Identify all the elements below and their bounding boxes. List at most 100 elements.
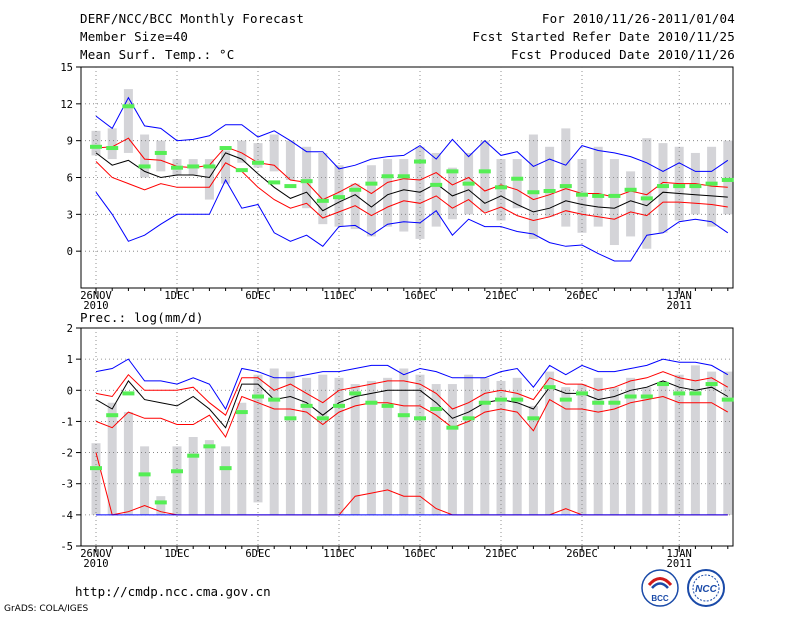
temp-xtick-label: 1DEC xyxy=(164,290,189,302)
prec-box xyxy=(480,377,490,515)
prec-mean-marker xyxy=(187,453,200,458)
prec-ytick-label: -2 xyxy=(60,448,73,460)
prec-series-median xyxy=(95,380,729,429)
prec-box xyxy=(107,402,117,515)
temp-ytick-label: 0 xyxy=(67,246,73,258)
prec-box xyxy=(383,377,393,515)
temp-mean-marker xyxy=(689,184,702,189)
temp-mean-marker xyxy=(640,196,653,201)
temp-mean-marker xyxy=(721,177,734,182)
prec-frame xyxy=(80,327,734,547)
chart-title: DERF/NCC/BCC Monthly Forecast xyxy=(80,11,305,26)
temp-mean-marker xyxy=(284,184,297,189)
prec-mean-marker xyxy=(252,394,264,399)
temp-box xyxy=(431,152,441,227)
prec-box xyxy=(140,446,150,515)
fcst-started-date: Fcst Started Refer Date 2010/11/25 xyxy=(472,29,735,44)
prec-xtick-label: 16DEC xyxy=(404,548,436,560)
prec-box xyxy=(577,384,587,515)
prec-box xyxy=(723,371,733,515)
temp-box xyxy=(545,146,555,217)
temp-box xyxy=(350,183,360,230)
temp-mean-marker xyxy=(333,195,345,200)
prec-xtick-sublabel: 2010 xyxy=(83,558,108,570)
prec-mean-marker xyxy=(316,416,329,421)
prec-mean-marker xyxy=(397,413,410,418)
prec-box xyxy=(302,377,312,515)
temp-mean-marker xyxy=(495,185,507,190)
prec-box xyxy=(221,446,231,515)
temp-box xyxy=(237,140,247,163)
prec-box xyxy=(658,380,668,515)
temp-mean-marker xyxy=(478,169,491,174)
prec-box xyxy=(399,368,409,515)
temp-box xyxy=(318,152,328,225)
temp-mean-marker xyxy=(559,184,572,189)
prec-ytick-label: -1 xyxy=(60,416,73,428)
website-url[interactable]: http://cmdp.ncc.cma.gov.cn xyxy=(75,584,271,599)
prec-mean-marker xyxy=(300,403,313,408)
temp-mean-marker xyxy=(138,164,151,169)
temp-series-min xyxy=(95,178,729,262)
prec-mean-marker xyxy=(689,391,702,396)
ncc-logo: NCC xyxy=(687,569,725,607)
variable-label-temp: Mean Surf. Temp.: °C xyxy=(80,47,235,62)
prec-box xyxy=(156,496,166,515)
temp-box xyxy=(480,140,490,212)
temp-series-lower-tercile xyxy=(95,161,728,222)
temp-box xyxy=(269,134,279,172)
temp-mean-marker xyxy=(462,181,475,186)
temp-series-max xyxy=(95,96,729,172)
prec-ytick-label: -5 xyxy=(60,541,73,553)
prec-mean-marker xyxy=(543,385,556,390)
temp-box xyxy=(107,128,117,160)
prec-xtick-sublabel: 2011 xyxy=(667,558,692,570)
prec-box xyxy=(642,387,652,515)
prec-box xyxy=(269,368,279,515)
prec-mean-marker xyxy=(90,466,102,471)
bcc-logo-text: BCC xyxy=(651,594,669,603)
temp-mean-marker xyxy=(446,169,459,174)
temp-mean-marker xyxy=(171,165,183,170)
temp-box xyxy=(383,159,393,227)
temp-box xyxy=(447,167,457,220)
temp-mean-marker xyxy=(657,184,669,189)
temp-box xyxy=(626,171,636,237)
temp-xtick-label: 26NOV xyxy=(80,290,112,302)
prec-mean-marker xyxy=(657,382,669,387)
prec-box xyxy=(496,380,506,515)
temp-box xyxy=(285,140,295,180)
temp-mean-marker xyxy=(381,174,394,179)
temp-box xyxy=(723,140,733,215)
prec-mean-marker xyxy=(284,416,297,421)
prec-mean-marker xyxy=(478,400,491,405)
prec-box xyxy=(545,371,555,515)
temp-series-upper-tercile xyxy=(95,137,728,201)
prec-xtick-label: 11DEC xyxy=(323,548,355,560)
temp-mean-marker xyxy=(106,146,119,151)
temp-mean-marker xyxy=(705,181,718,186)
prec-mean-marker xyxy=(527,416,540,421)
prec-series-max xyxy=(95,358,729,411)
prec-box xyxy=(237,402,247,515)
ncc-logo-text: NCC xyxy=(695,584,717,595)
prec-box xyxy=(285,371,295,515)
temp-box xyxy=(707,146,717,227)
temp-xtick-sublabel: 2011 xyxy=(667,300,692,312)
grads-credit: GrADS: COLA/IGES xyxy=(4,604,89,614)
prec-series-upper-tercile xyxy=(95,371,729,416)
prec-mean-marker xyxy=(333,403,345,408)
fcst-produced-date: Fcst Produced Date 2010/11/26 xyxy=(510,47,735,62)
temp-xtick-label: 6DEC xyxy=(245,290,270,302)
prec-ytick-label: 0 xyxy=(67,385,73,397)
prec-box xyxy=(593,377,603,515)
prec-xtick-label: 1JAN xyxy=(667,548,692,560)
prec-mean-marker xyxy=(462,416,475,421)
prec-mean-marker xyxy=(495,397,507,402)
prec-ytick-label: -3 xyxy=(60,479,73,491)
temp-mean-marker xyxy=(90,144,102,149)
prec-mean-marker xyxy=(608,400,621,405)
prec-mean-marker xyxy=(430,406,443,411)
temp-mean-marker xyxy=(592,193,605,198)
temp-box xyxy=(593,146,603,227)
